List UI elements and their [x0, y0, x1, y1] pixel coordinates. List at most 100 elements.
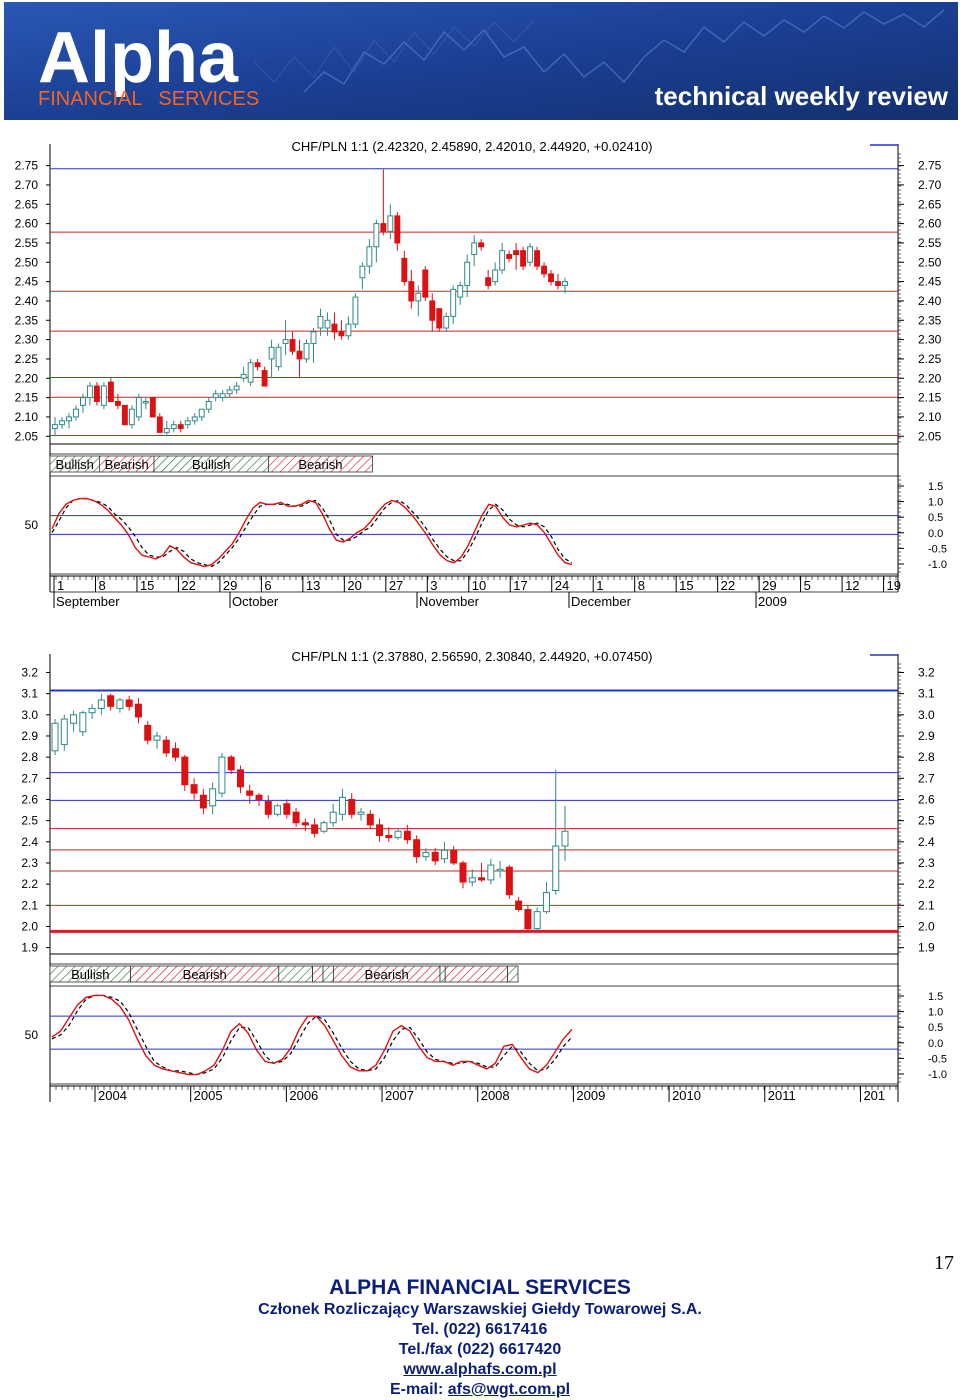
- y-tick-label-left: 2.3: [21, 856, 38, 870]
- candle-body-down: [114, 400, 121, 406]
- candle-body-up: [268, 346, 275, 360]
- candle-body-down: [246, 790, 254, 796]
- signal-label: Bearish: [183, 967, 227, 982]
- candle-body-down: [429, 300, 436, 321]
- candle-body-up: [492, 269, 499, 283]
- x-tick-label: 2007: [385, 1088, 414, 1103]
- y-tick-label-left: 2.65: [15, 197, 39, 211]
- candle-body-down: [403, 830, 411, 841]
- header-background: [4, 2, 958, 120]
- candle-body-down: [506, 254, 513, 259]
- candle-body-down: [181, 756, 189, 786]
- candle-body-down: [513, 250, 520, 256]
- candle-body-down: [413, 839, 421, 858]
- candle-body-down: [485, 277, 492, 286]
- candle-body-up: [542, 892, 550, 913]
- header-decor-line-2: [253, 19, 535, 83]
- y-tick-label-right: 2.7: [918, 771, 935, 785]
- y-tick-label-right: 2.35: [918, 313, 942, 327]
- y-tick-label-left: 2.30: [15, 333, 39, 347]
- footer-website-link[interactable]: www.alphafs.com.pl: [403, 1361, 557, 1378]
- x-tick-label: 29: [223, 578, 237, 593]
- candle-body-down: [301, 822, 309, 826]
- candle-body-up: [205, 400, 212, 410]
- footer-company: ALPHA FINANCIAL SERVICES: [329, 1276, 631, 1299]
- candle-body-down: [555, 281, 561, 286]
- signal-segment-bullish: [278, 965, 313, 983]
- x-tick-label: 29: [762, 578, 776, 593]
- y-tick-label-right: 2.3: [918, 856, 935, 870]
- y-tick-label-right: 2.5: [918, 814, 935, 828]
- y-tick-label-left: 3.2: [21, 665, 38, 679]
- x-tick-label: 22: [721, 578, 735, 593]
- candle-body-up: [468, 877, 476, 883]
- y-tick-label-right: 2.20: [918, 371, 942, 385]
- candle-body-up: [218, 756, 226, 794]
- signal-label: Bearish: [365, 967, 409, 982]
- y-tick-label-left: 3.0: [21, 708, 38, 722]
- y-tick-label-left: 2.15: [15, 391, 39, 405]
- y-tick-label-right: 2.10: [918, 410, 942, 424]
- candle-body-down: [107, 695, 115, 707]
- candle-body-down: [292, 811, 300, 824]
- signal-segment-bearish: [312, 965, 324, 983]
- candle-body-down: [177, 424, 184, 430]
- signal-segment-bullish: [439, 965, 446, 983]
- candle-body-up: [153, 735, 161, 741]
- candle-body-up: [240, 373, 247, 379]
- candle-body-up: [135, 397, 142, 418]
- osc-tick-label: 1.5: [928, 481, 943, 493]
- candle-body-up: [219, 393, 226, 399]
- logo-text: Alpha: [38, 18, 239, 98]
- candle-body-down: [331, 323, 338, 333]
- candle-body-down: [172, 748, 180, 758]
- candle-body-down: [338, 331, 345, 337]
- candle-body-up: [142, 400, 149, 404]
- footer-email-link[interactable]: afs@wgt.com.pl: [447, 1381, 571, 1398]
- y-tick-label-left: 2.20: [15, 371, 39, 385]
- y-tick-label-left: 2.35: [15, 313, 39, 327]
- candle-body-down: [121, 404, 128, 426]
- candle-body-down: [107, 381, 114, 402]
- candle-body-up: [209, 788, 217, 807]
- x-tick-label: 3: [430, 578, 437, 593]
- y-tick-label-right: 2.25: [918, 352, 942, 366]
- chart-monthly: CHF/PLN 1:1 (2.37880, 2.56590, 2.30840, …: [0, 642, 960, 1122]
- candle-body-up: [443, 315, 450, 329]
- candle-body-down: [134, 703, 142, 718]
- candle-body-down: [289, 339, 296, 352]
- signal-segment-bearish: [267, 455, 373, 473]
- y-tick-label-right: 2.05: [918, 429, 942, 443]
- osc-tick-label: 0.5: [928, 1022, 943, 1034]
- candle-body-down: [422, 269, 429, 298]
- candle-body-up: [415, 292, 422, 302]
- x-tick-label: 2004: [98, 1088, 127, 1103]
- candle-body-up: [80, 397, 86, 406]
- candle-body-down: [520, 250, 527, 267]
- x-tick-label: 2011: [768, 1088, 796, 1103]
- header-banner: Alpha FINANCIAL SERVICES technical weekl…: [4, 2, 958, 120]
- period-label: November: [419, 594, 480, 609]
- period-label: December: [571, 594, 632, 609]
- candle-body-down: [478, 877, 486, 881]
- x-tick-label: 2008: [481, 1088, 510, 1103]
- candle-body-down: [264, 801, 272, 815]
- x-tick-label: 6: [264, 578, 271, 593]
- y-tick-label-left: 2.9: [21, 729, 38, 743]
- candle-body-up: [198, 408, 205, 418]
- candle-body-down: [283, 803, 291, 815]
- footer-tel: Tel. (022) 6617416: [412, 1321, 548, 1338]
- candle-body-up: [317, 315, 324, 329]
- x-tick-label: 19: [887, 578, 901, 593]
- osc-tick-label: -0.5: [928, 543, 947, 555]
- x-tick-label: 1: [57, 578, 64, 593]
- signal-segment-bullish: [507, 965, 519, 983]
- y-tick-label-right: 2.65: [918, 197, 942, 211]
- period-label: October: [232, 594, 279, 609]
- osc-tick-label: 0.0: [928, 1038, 943, 1050]
- chart-daily-svg: CHF/PLN 1:1 (2.42320, 2.45890, 2.42010, …: [15, 139, 947, 609]
- candle-body-down: [144, 724, 152, 741]
- candle-body-up: [73, 408, 79, 418]
- candle-body-up: [422, 851, 430, 858]
- candle-body-down: [436, 308, 443, 329]
